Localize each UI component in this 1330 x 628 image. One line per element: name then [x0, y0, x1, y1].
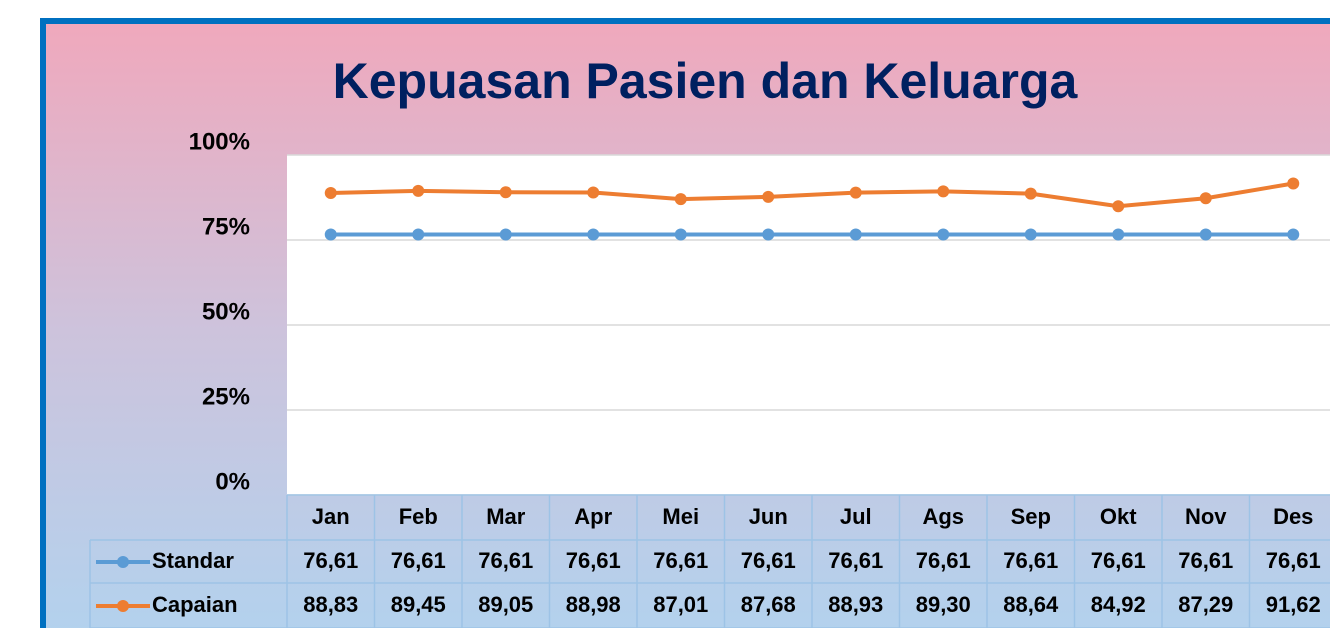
value-label: 76,61 — [391, 548, 446, 573]
series-point — [674, 228, 687, 241]
legend-point — [117, 600, 129, 612]
series-point — [1287, 177, 1300, 190]
x-tick-label: Jan — [312, 504, 350, 529]
value-label: 89,45 — [391, 592, 446, 617]
series-point — [1287, 228, 1300, 241]
y-tick-label: 75% — [202, 213, 250, 240]
x-tick-label: Apr — [574, 504, 612, 529]
y-tick-label: 100% — [189, 128, 250, 155]
value-label: 76,61 — [1091, 548, 1146, 573]
series-point — [499, 228, 512, 241]
series-point — [499, 186, 512, 199]
series-point — [1199, 192, 1212, 205]
series-point — [762, 190, 775, 203]
legend-label: Capaian — [152, 592, 238, 617]
y-tick-label: 50% — [202, 298, 250, 325]
value-label: 87,68 — [741, 592, 796, 617]
value-label: 76,61 — [1266, 548, 1321, 573]
series-point — [937, 185, 950, 198]
value-label: 88,93 — [828, 592, 883, 617]
value-label: 76,61 — [1003, 548, 1058, 573]
value-label: 76,61 — [828, 548, 883, 573]
series-point — [1199, 228, 1212, 241]
value-label: 76,61 — [653, 548, 708, 573]
value-label: 76,61 — [303, 548, 358, 573]
series-point — [324, 228, 337, 241]
series-point — [937, 228, 950, 241]
value-label: 76,61 — [741, 548, 796, 573]
value-label: 76,61 — [1178, 548, 1233, 573]
series-point — [412, 228, 425, 241]
value-label: 76,61 — [916, 548, 971, 573]
x-tick-label: Sep — [1011, 504, 1051, 529]
series-point — [1112, 228, 1125, 241]
value-label: 76,61 — [478, 548, 533, 573]
value-label: 84,92 — [1091, 592, 1146, 617]
legend-label: Standar — [152, 548, 234, 573]
value-label: 87,01 — [653, 592, 708, 617]
series-point — [587, 228, 600, 241]
x-tick-label: Nov — [1185, 504, 1227, 529]
x-tick-label: Feb — [399, 504, 438, 529]
series-point — [412, 184, 425, 197]
x-tick-label: Mei — [662, 504, 699, 529]
x-tick-label: Jul — [840, 504, 872, 529]
series-point — [762, 228, 775, 241]
series-point — [1024, 228, 1037, 241]
value-label: 89,05 — [478, 592, 533, 617]
value-label: 76,61 — [566, 548, 621, 573]
value-label: 88,83 — [303, 592, 358, 617]
y-tick-label: 0% — [215, 468, 250, 495]
x-tick-label: Mar — [486, 504, 526, 529]
series-line — [330, 181, 1294, 209]
series-point — [674, 193, 687, 206]
x-tick-label: Okt — [1100, 504, 1137, 529]
legend-point — [117, 556, 129, 568]
value-label: 91,62 — [1266, 592, 1321, 617]
y-tick-label: 25% — [202, 383, 250, 410]
series-point — [324, 186, 337, 199]
value-label: 87,29 — [1178, 592, 1233, 617]
series-point — [1112, 200, 1125, 213]
series-point — [849, 186, 862, 199]
x-tick-label: Ags — [922, 504, 964, 529]
value-label: 89,30 — [916, 592, 971, 617]
chart-title: Kepuasan Pasien dan Keluarga — [333, 53, 1079, 109]
x-tick-label: Jun — [749, 504, 788, 529]
series-point — [587, 186, 600, 199]
series-point — [1024, 187, 1037, 200]
value-label: 88,98 — [566, 592, 621, 617]
value-label: 88,64 — [1003, 592, 1059, 617]
series-point — [849, 228, 862, 241]
x-tick-label: Des — [1273, 504, 1313, 529]
